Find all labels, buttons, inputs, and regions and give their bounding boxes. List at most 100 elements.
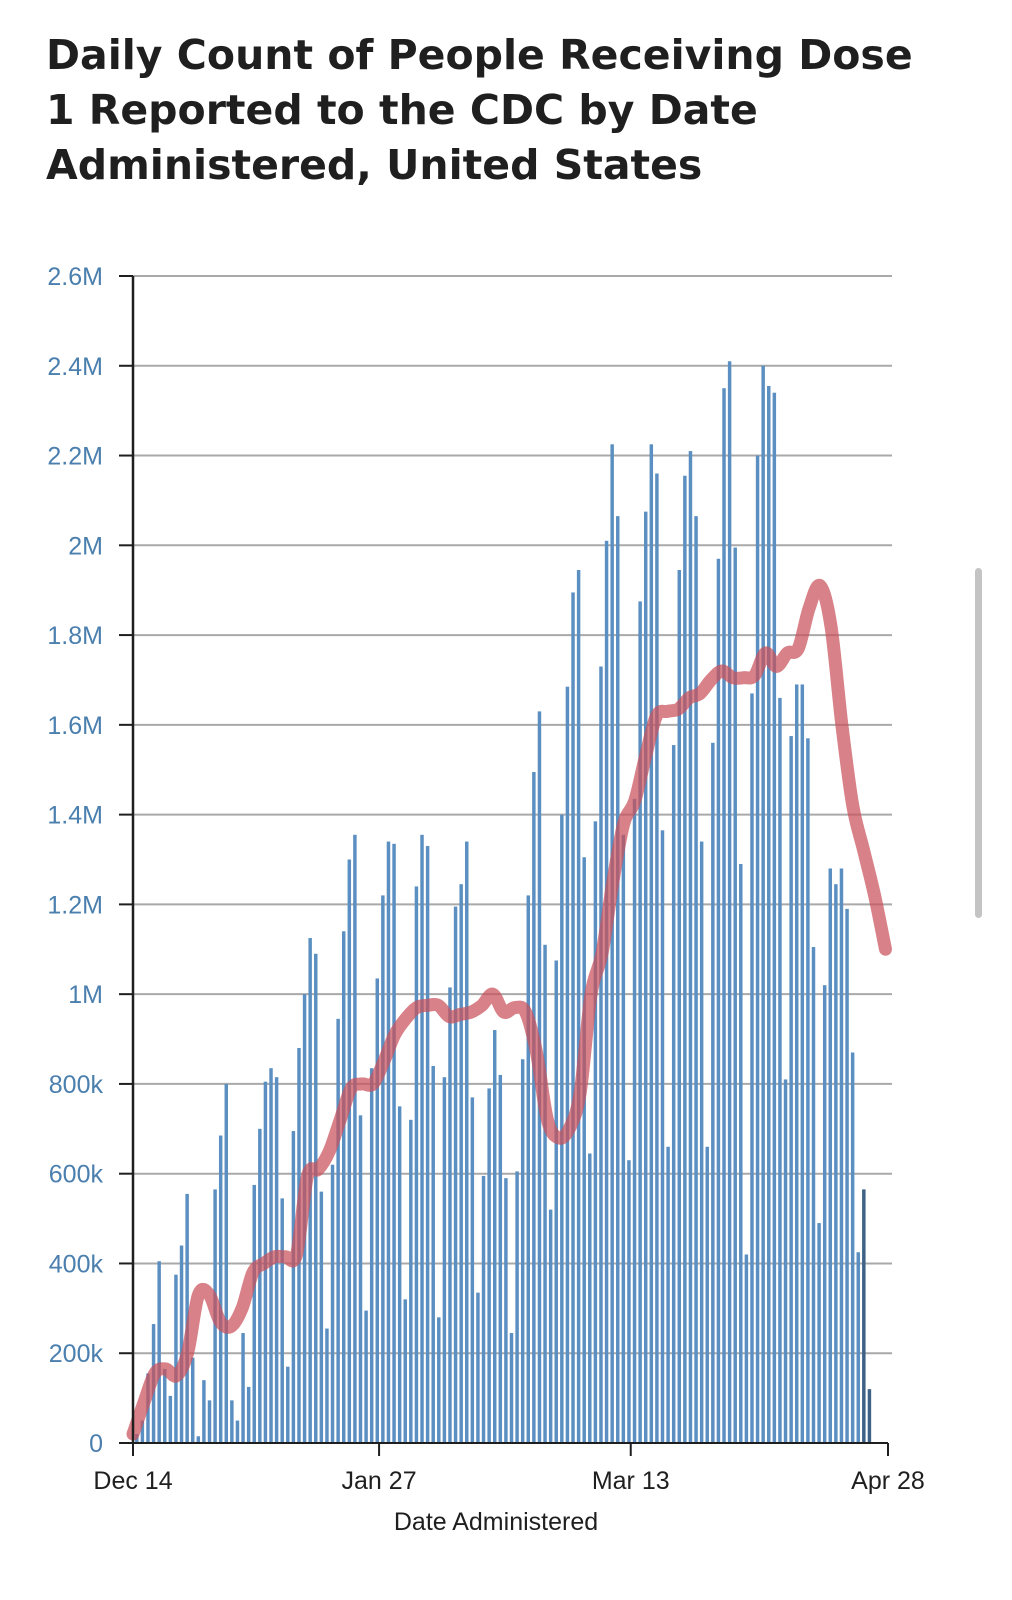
- y-tick-label: 2.6M: [47, 263, 103, 291]
- y-tick-label: 200k: [49, 1340, 104, 1368]
- bar: [258, 1128, 262, 1443]
- y-tick-label: 1.4M: [47, 802, 103, 830]
- bar: [862, 1189, 866, 1443]
- bar: [492, 1030, 497, 1443]
- bar: [425, 846, 430, 1443]
- bar: [414, 886, 419, 1443]
- bar: [498, 1074, 503, 1443]
- y-tick-label: 0: [89, 1430, 103, 1458]
- bar: [202, 1380, 206, 1443]
- bar: [621, 834, 626, 1443]
- y-tick-label: 2.4M: [47, 353, 103, 381]
- bar: [476, 1292, 480, 1443]
- bar: [179, 1245, 184, 1443]
- bar: [470, 1097, 475, 1443]
- bar: [168, 1395, 173, 1443]
- bar: [481, 1175, 486, 1443]
- bar: [358, 1115, 363, 1443]
- axes: [131, 276, 889, 1456]
- average-line: [126, 578, 892, 1441]
- bar: [822, 985, 827, 1443]
- bar: [834, 884, 838, 1443]
- bar: [705, 1146, 709, 1443]
- x-tick-label: Mar 13: [592, 1467, 670, 1495]
- bar: [420, 834, 424, 1443]
- bar: [699, 841, 704, 1443]
- bar: [448, 987, 452, 1443]
- bar: [369, 1068, 374, 1443]
- bar: [711, 742, 715, 1443]
- x-tick-labels: Dec 14 Jan 27 Mar 13 Apr 28: [93, 1467, 924, 1495]
- x-tick-label: Apr 28: [851, 1467, 925, 1495]
- bar: [783, 1079, 788, 1443]
- bar: [520, 1059, 525, 1443]
- bar: [750, 693, 754, 1443]
- bar: [252, 1184, 256, 1443]
- bar: [839, 868, 844, 1443]
- bar: [437, 1317, 441, 1443]
- bar: [392, 843, 396, 1443]
- bar: [509, 1333, 514, 1443]
- bar: [548, 1209, 553, 1443]
- bar: [767, 385, 771, 1444]
- y-tick-label: 2M: [68, 532, 103, 560]
- bar: [246, 1386, 251, 1443]
- bar: [671, 745, 676, 1443]
- bar: [532, 771, 536, 1443]
- bar: [487, 1088, 491, 1443]
- bar: [465, 841, 469, 1443]
- bar: [218, 1135, 223, 1443]
- bar: [403, 1299, 407, 1443]
- bar: [347, 859, 352, 1443]
- bar: [627, 1160, 631, 1443]
- bar: [727, 361, 732, 1443]
- bar: [163, 1368, 167, 1443]
- bar: [616, 516, 620, 1443]
- bar: [140, 1420, 145, 1443]
- x-tick-label: Dec 14: [93, 1467, 172, 1495]
- y-tick-label: 400k: [49, 1250, 104, 1278]
- bar: [817, 1223, 821, 1443]
- bar: [235, 1420, 240, 1443]
- bar: [353, 834, 357, 1443]
- bar: [688, 451, 693, 1443]
- bar: [409, 1119, 413, 1443]
- y-tick-label: 800k: [49, 1071, 104, 1099]
- scrollbar-thumb[interactable]: [975, 568, 982, 918]
- bar: [453, 906, 458, 1443]
- bar: [157, 1261, 161, 1443]
- bar: [828, 868, 833, 1443]
- bar: [739, 863, 743, 1443]
- bar: [431, 1065, 435, 1443]
- bar: [588, 1153, 592, 1443]
- bar: [504, 1178, 508, 1443]
- bar: [655, 473, 659, 1443]
- bar: [856, 1252, 860, 1443]
- bar: [565, 686, 570, 1443]
- seven-day-average-line: [126, 578, 892, 1441]
- bar: [224, 1083, 229, 1443]
- bar: [381, 895, 385, 1443]
- bar: [716, 558, 721, 1443]
- bar: [325, 1328, 329, 1443]
- bar: [643, 511, 648, 1443]
- bar: [733, 547, 737, 1443]
- bar: [286, 1366, 290, 1443]
- x-tick-label: Jan 27: [342, 1467, 417, 1495]
- bar: [314, 953, 318, 1443]
- bar: [867, 1389, 872, 1443]
- y-tick-label: 1.2M: [47, 891, 103, 919]
- bar: [660, 830, 665, 1443]
- bar: [560, 814, 564, 1443]
- bar: [364, 1310, 368, 1443]
- bar: [800, 684, 805, 1443]
- x-axis-label: Date Administered: [394, 1508, 598, 1536]
- bar: [789, 736, 793, 1443]
- bar: [442, 1077, 447, 1443]
- bar: [341, 931, 346, 1443]
- bar: [845, 908, 849, 1443]
- bar: [554, 960, 558, 1443]
- bar: [174, 1274, 178, 1443]
- bar: [850, 1052, 855, 1443]
